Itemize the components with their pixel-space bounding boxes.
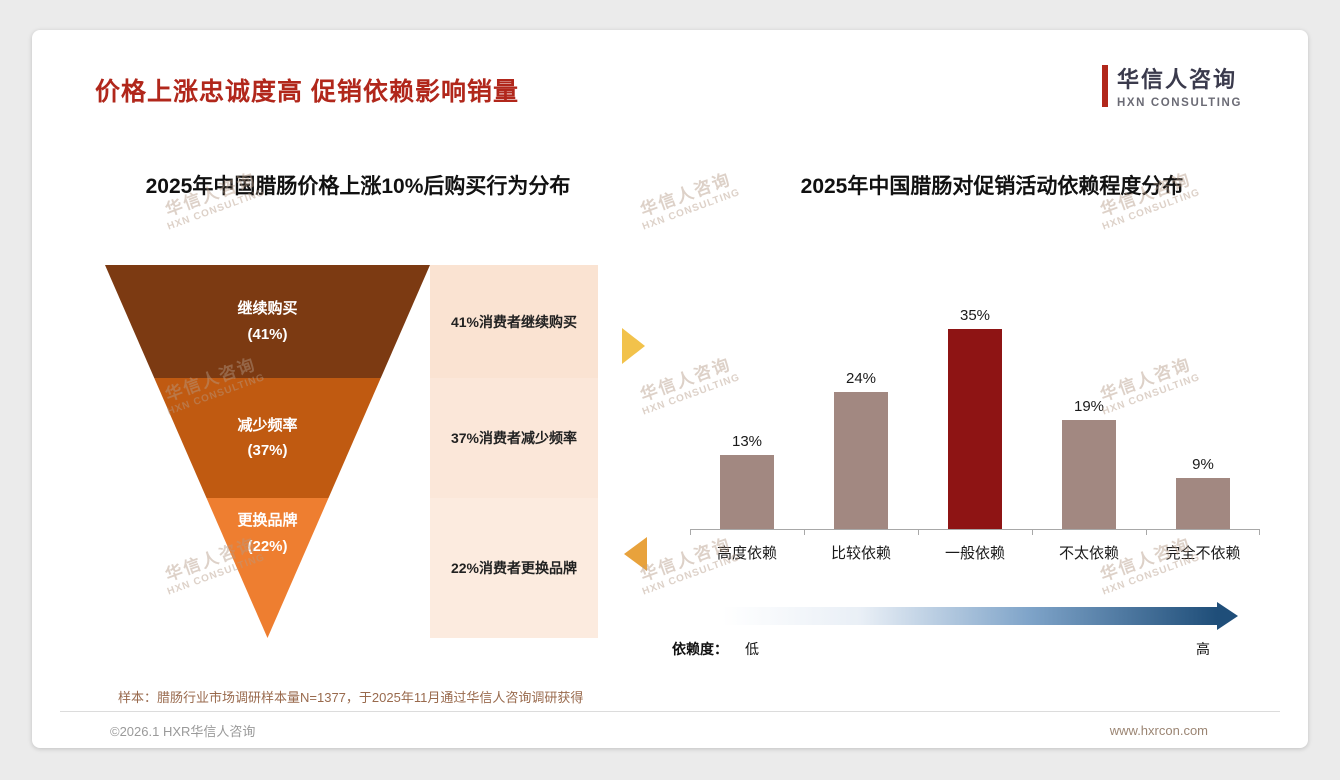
bar-value-label: 24% (845, 370, 877, 387)
bar-category-label: 高度依赖 (690, 530, 804, 563)
funnel-chart: 继续购买 (41%) 减少频率 (37%) 更换品牌 (22%) 41%消费者继… (105, 265, 598, 638)
arrow-right-icon (622, 328, 645, 364)
bar (948, 329, 1002, 529)
bar-chart: 13% 24% 35% 19% 9% 高度依赖 比较依赖 一般依赖 不太依赖 完全不依赖 (690, 298, 1260, 563)
company-logo: 华信人咨询 HXN CONSULTING (1101, 62, 1242, 109)
funnel-annotation-text: 37%消费者减少频率 (450, 430, 578, 446)
bar-group: 13% (690, 433, 804, 529)
logo-name: 华信人咨询 (1116, 67, 1237, 92)
funnel-annotation-text: 22%消费者更换品牌 (450, 560, 578, 576)
bar (1062, 420, 1116, 529)
copyright: ©2026.1 HXR华信人咨询 (110, 724, 256, 739)
funnel-segment-reduce: 减少频率 (37%) (154, 378, 381, 498)
gradient-arrow (722, 607, 1217, 625)
funnel-segment-name: 减少频率 (237, 416, 298, 434)
funnel-segment-name: 更换品牌 (237, 512, 298, 529)
dependency-axis-label: 依赖度： (672, 641, 728, 657)
website-link[interactable]: www.hxrcon.com (1109, 723, 1208, 738)
funnel-annotations: 41%消费者继续购买 37%消费者减少频率 22%消费者更换品牌 (430, 265, 598, 638)
bar-group: 9% (1146, 456, 1260, 529)
bar-plot: 13% 24% 35% 19% 9% (690, 298, 1260, 530)
bar-value-label: 13% (731, 433, 763, 450)
funnel-annotation: 22%消费者更换品牌 (430, 498, 598, 638)
bar-category-label: 比较依赖 (804, 530, 918, 563)
bar-group: 24% (804, 370, 918, 529)
bar (1176, 478, 1230, 529)
funnel-segment-continue: 继续购买 (41%) (105, 265, 430, 378)
funnel-segment-value: (41%) (247, 325, 288, 343)
slide-card: 价格上涨忠诚度高 促销依赖影响销量 华信人咨询 HXN CONSULTING 2… (32, 30, 1308, 748)
bar-value-label: 35% (959, 307, 991, 324)
logo-mark-icon (1101, 64, 1108, 107)
bar-value-label: 19% (1073, 398, 1105, 415)
footer-divider (60, 711, 1280, 712)
funnel-annotation: 41%消费者继续购买 (430, 265, 598, 378)
funnel-segment-label: 更换品牌 (22%) (237, 508, 297, 559)
funnel-segment-value: (37%) (247, 442, 288, 459)
bar (720, 455, 774, 529)
bar-group: 19% (1032, 398, 1146, 529)
funnel: 继续购买 (41%) 减少频率 (37%) 更换品牌 (22%) (105, 265, 430, 638)
bar-category-label: 完全不依赖 (1146, 530, 1260, 563)
funnel-segment-switch: 更换品牌 (22%) (206, 498, 329, 638)
funnel-segment-value: (22%) (247, 537, 288, 555)
funnel-segment-label: 继续购买 (41%) (237, 296, 297, 347)
bar-category-label: 一般依赖 (918, 530, 1032, 563)
bar-chart-title: 2025年中国腊肠对促销活动依赖程度分布 (800, 175, 1184, 198)
bar-categories: 高度依赖 比较依赖 一般依赖 不太依赖 完全不依赖 (690, 530, 1260, 563)
funnel-annotation: 37%消费者减少频率 (430, 378, 598, 498)
arrow-left-icon (624, 537, 647, 571)
footnote: 样本：腊肠行业市场调研样本量N=1377，于2025年11月通过华信人咨询调研获… (118, 690, 584, 705)
dependency-axis: 依赖度： 低 高 (672, 602, 1262, 669)
dependency-high-label: 高 (1196, 641, 1210, 657)
logo-subtitle: HXN CONSULTING (1116, 97, 1242, 109)
bar-value-label: 9% (1192, 456, 1214, 473)
bar-category-label: 不太依赖 (1032, 530, 1146, 563)
funnel-segment-label: 减少频率 (37%) (237, 413, 297, 464)
page-title: 价格上涨忠诚度高 促销依赖影响销量 (95, 78, 519, 106)
bar-group: 35% (918, 307, 1032, 529)
dependency-low-label: 低 (745, 641, 759, 657)
funnel-annotation-text: 41%消费者继续购买 (450, 313, 578, 330)
funnel-chart-title: 2025年中国腊肠价格上涨10%后购买行为分布 (145, 175, 571, 198)
gradient-arrow-head-icon (1217, 602, 1238, 630)
bar (834, 392, 888, 529)
funnel-segment-name: 继续购买 (237, 300, 298, 317)
